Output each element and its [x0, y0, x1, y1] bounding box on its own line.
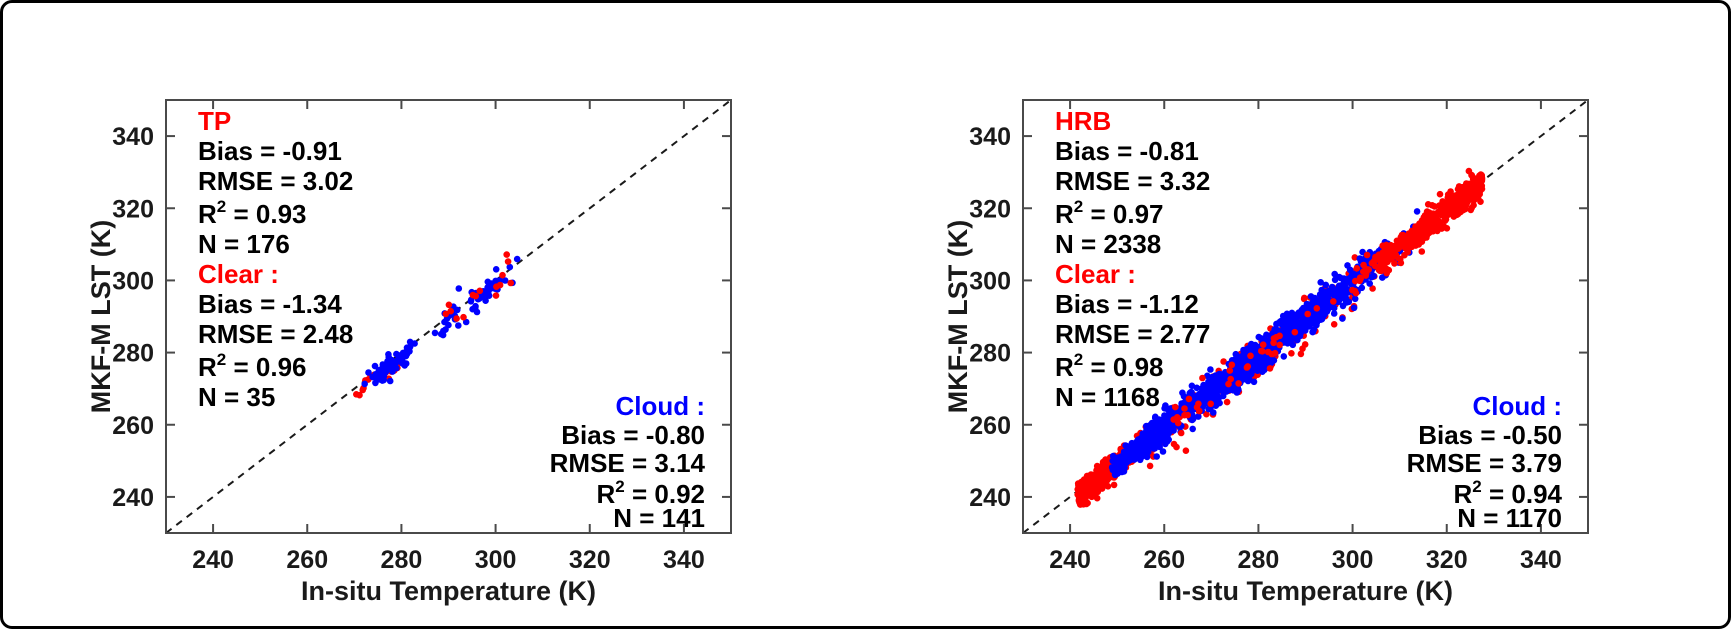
tp-clear-stat-bias: Bias = -1.34	[198, 289, 342, 319]
tp-xtick-240: 240	[192, 546, 234, 574]
tp-clear-stat-n: N = 35	[198, 382, 275, 412]
scatter-panel-tp: 240 260 280 300 320 340 240 260 280 300 320 340 In-s…	[86, 99, 732, 606]
tp-cloud-stat-bias: Bias = -0.80	[561, 420, 705, 450]
hrb-y-axis-label: MKF-M LST (K)	[943, 220, 973, 413]
tp-clear-stat-rmse: RMSE = 2.48	[198, 319, 353, 349]
tp-y-axis-label: MKF-M LST (K)	[86, 220, 116, 413]
hrb-xtick-260: 260	[1143, 546, 1185, 574]
tp-site-label: TP	[198, 106, 231, 136]
hrb-cloud-label: Cloud :	[1472, 391, 1562, 421]
tp-xtick-280: 280	[381, 546, 423, 574]
tp-x-axis-label: In-situ Temperature (K)	[301, 576, 596, 606]
hrb-xtick-280: 280	[1238, 546, 1280, 574]
hrb-site-stat-bias: Bias = -0.81	[1055, 136, 1199, 166]
hrb-xtick-320: 320	[1426, 546, 1468, 574]
hrb-cloud-stat-rmse: RMSE = 3.79	[1407, 448, 1562, 478]
tp-ytick-300: 300	[112, 267, 154, 295]
hrb-ytick-320: 320	[969, 195, 1011, 223]
tp-ytick-320: 320	[112, 195, 154, 223]
tp-site-stat-r2: R2 = 0.93	[198, 197, 306, 229]
hrb-x-axis-label: In-situ Temperature (K)	[1158, 576, 1453, 606]
tp-ytick-280: 280	[112, 340, 154, 368]
hrb-cloud-stat-bias: Bias = -0.50	[1418, 420, 1562, 450]
hrb-xtick-240: 240	[1049, 546, 1091, 574]
scatter-panel-hrb: 240 260 280 300 320 340 240 260 280 300 320 340 In-s…	[943, 99, 1589, 606]
hrb-cluster-clear-5	[1170, 286, 1356, 437]
tp-cloud-stat-r2: R2 = 0.92	[597, 477, 705, 509]
tp-scatter-points	[353, 251, 521, 399]
hrb-site-label: HRB	[1055, 106, 1111, 136]
tp-site-stat-rmse: RMSE = 3.02	[198, 166, 353, 196]
tp-cluster-cloud-1	[361, 338, 418, 388]
tp-clear-stat-r2: R2 = 0.96	[198, 350, 306, 382]
hrb-clear-stat-bias: Bias = -1.12	[1055, 289, 1199, 319]
tp-clear-label: Clear :	[198, 259, 279, 289]
hrb-cluster-clear-6	[1351, 167, 1486, 297]
tp-site-stat-bias: Bias = -0.91	[198, 136, 342, 166]
hrb-cloud-stat-n: N = 1170	[1457, 503, 1562, 533]
tp-xtick-300: 300	[475, 546, 517, 574]
hrb-cloud-stat-r2: R2 = 0.94	[1454, 477, 1563, 509]
hrb-xtick-300: 300	[1332, 546, 1374, 574]
tp-cluster-clear-3	[442, 251, 514, 322]
tp-ytick-260: 260	[112, 412, 154, 440]
tp-ytick-340: 340	[112, 123, 154, 151]
hrb-site-stat-n: N = 2338	[1055, 229, 1161, 259]
hrb-xtick-340: 340	[1520, 546, 1562, 574]
tp-cloud-label: Cloud :	[615, 391, 705, 421]
tp-xtick-320: 320	[569, 546, 611, 574]
tp-cloud-stat-n: N = 141	[613, 503, 705, 533]
hrb-axes-box	[1022, 99, 1589, 534]
hrb-tick-marks	[1023, 100, 1588, 533]
hrb-scatter-points	[1074, 167, 1486, 508]
hrb-ytick-340: 340	[969, 123, 1011, 151]
hrb-clear-label: Clear :	[1055, 259, 1136, 289]
tp-xtick-260: 260	[286, 546, 328, 574]
hrb-ytick-240: 240	[969, 484, 1011, 512]
tp-ytick-240: 240	[112, 484, 154, 512]
tp-axes-box	[165, 99, 732, 534]
hrb-ytick-300: 300	[969, 267, 1011, 295]
tp-xtick-340: 340	[663, 546, 705, 574]
hrb-site-stat-r2: R2 = 0.97	[1055, 197, 1163, 229]
hrb-clear-stat-rmse: RMSE = 2.77	[1055, 319, 1210, 349]
hrb-ytick-260: 260	[969, 412, 1011, 440]
hrb-ytick-280: 280	[969, 340, 1011, 368]
hrb-clear-stat-r2: R2 = 0.98	[1055, 350, 1163, 382]
hrb-clear-stat-n: N = 1168	[1055, 382, 1160, 412]
tp-site-stat-n: N = 176	[198, 229, 290, 259]
tp-cloud-stat-rmse: RMSE = 3.14	[550, 448, 706, 478]
tp-tick-marks	[166, 100, 731, 533]
hrb-site-stat-rmse: RMSE = 3.32	[1055, 166, 1210, 196]
